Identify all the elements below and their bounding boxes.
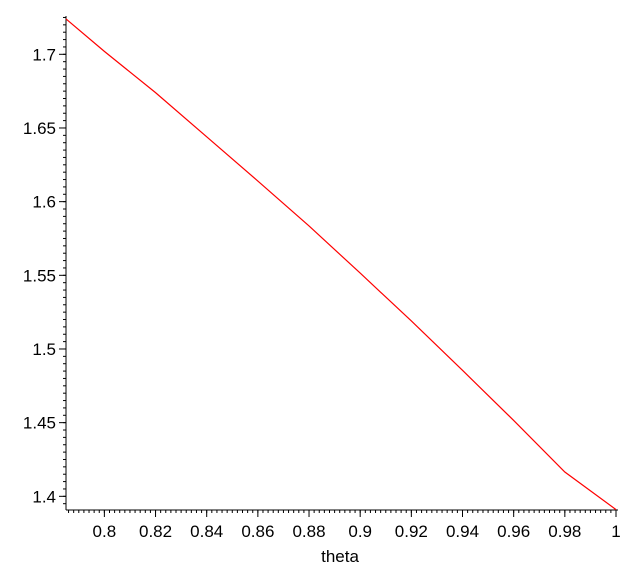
x-tick-label: 0.88 bbox=[292, 522, 325, 541]
x-tick-label: 0.84 bbox=[190, 522, 223, 541]
y-tick-label: 1.55 bbox=[23, 266, 56, 285]
x-tick-label: 0.82 bbox=[139, 522, 172, 541]
x-tick-label: 0.94 bbox=[446, 522, 479, 541]
axis-labels: theta bbox=[321, 547, 359, 566]
x-tick-label: 0.96 bbox=[497, 522, 530, 541]
y-tick-label: 1.6 bbox=[32, 193, 56, 212]
series-layer bbox=[65, 18, 617, 511]
x-tick-label: 0.98 bbox=[548, 522, 581, 541]
x-tick-label: 1 bbox=[611, 522, 620, 541]
axes: 0.8 0.82 0.84 0.86 0.88 0.9 0.92 0.94 0.96 0.98 1 1… bbox=[23, 16, 621, 541]
y-tick-label: 1.5 bbox=[32, 340, 56, 359]
y-tick-label: 1.4 bbox=[32, 487, 56, 506]
x-tick-label: 0.86 bbox=[241, 522, 274, 541]
x-tick-label: 0.9 bbox=[348, 522, 372, 541]
y-tick-label: 1.45 bbox=[23, 414, 56, 433]
series-line-0 bbox=[65, 18, 617, 511]
x-tick-label: 0.92 bbox=[395, 522, 428, 541]
y-tick-label: 1.7 bbox=[32, 45, 56, 64]
x-axis-title: theta bbox=[321, 547, 359, 566]
x-tick-label: 0.8 bbox=[93, 522, 117, 541]
y-tick-label: 1.65 bbox=[23, 119, 56, 138]
